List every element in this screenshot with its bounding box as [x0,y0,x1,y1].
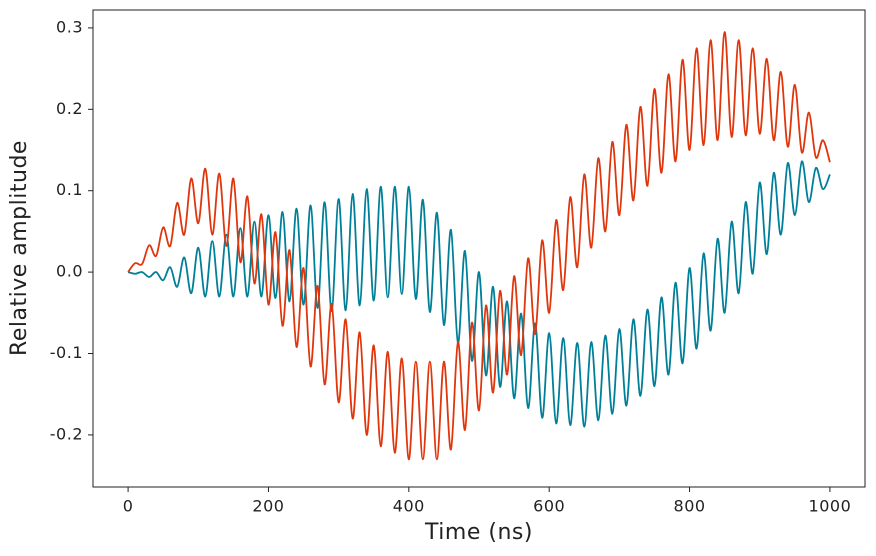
x-tick-label: 400 [393,497,425,516]
data-line [127,31,831,461]
data-line [127,160,831,428]
y-tick-label: 0.1 [56,180,83,199]
x-axis-label: Time (ns) [424,520,533,545]
x-tick-label: 0 [123,497,134,516]
x-tick-label: 600 [533,497,565,516]
x-tick-label: 200 [252,497,284,516]
y-tick-label: -0.1 [50,343,83,362]
x-tick-label: 800 [674,497,706,516]
x-tick-label: 1000 [809,497,852,516]
y-axis-label: Relative amplitude [7,140,32,356]
y-tick-label: -0.2 [50,424,83,443]
y-tick-label: 0.3 [56,17,83,36]
y-tick-label: 0.2 [56,99,83,118]
y-tick-label: 0.0 [56,262,83,281]
plot-frame [92,9,866,488]
